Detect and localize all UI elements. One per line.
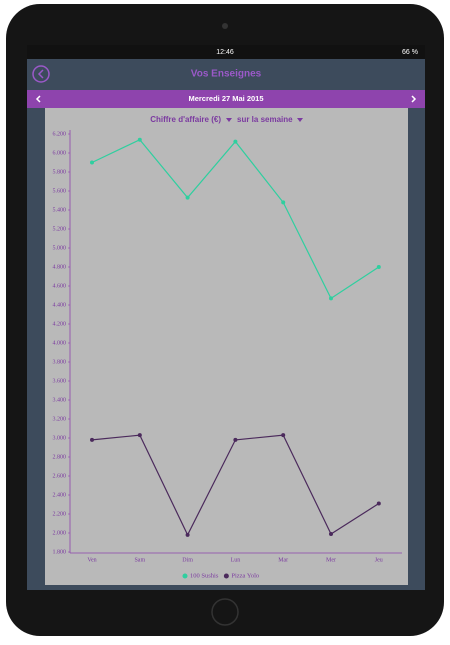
point [137, 433, 142, 438]
status-bar [27, 45, 425, 59]
point [185, 532, 190, 537]
status-battery: 66 % [402, 49, 418, 56]
y-tick-label: 1.800 [53, 549, 67, 555]
caret [226, 118, 232, 122]
back-icon [37, 69, 44, 79]
y-tick-label: 5.800 [53, 169, 67, 175]
point [137, 137, 142, 142]
legend-swatch [182, 573, 188, 579]
status-time: 12:46 [216, 49, 234, 56]
y-tick-label: 3.000 [53, 435, 67, 441]
camera [222, 23, 228, 29]
y-tick-label: 3.200 [53, 416, 67, 422]
metric-dropdown[interactable]: Chiffre d'affaire (€) [150, 115, 221, 124]
y-tick-label: 4.600 [53, 283, 67, 289]
point [233, 437, 238, 442]
y-tick-label: 4.000 [53, 340, 67, 346]
x-tick-label: Dim [182, 557, 193, 563]
legend-label: 100 Sushis [190, 572, 219, 579]
y-tick-label: 2.800 [53, 454, 67, 460]
point [185, 195, 190, 200]
point [329, 531, 333, 536]
caret [297, 118, 303, 122]
date-bar [27, 90, 425, 108]
date-label: Mercredi 27 Mai 2015 [188, 94, 263, 103]
x-tick-label: Jeu [375, 557, 383, 563]
header-title: Vos Enseignes [191, 69, 262, 80]
y-tick-label: 5.000 [53, 245, 67, 251]
x-tick-label: Sam [134, 557, 145, 563]
y-tick-label: 6.200 [53, 131, 67, 137]
y-tick-label: 3.600 [53, 378, 67, 384]
point [376, 265, 381, 269]
content [45, 108, 408, 585]
point [281, 433, 286, 438]
y-tick-label: 4.800 [53, 264, 67, 270]
y-tick-label: 2.200 [53, 511, 67, 517]
point [90, 160, 94, 165]
point [329, 296, 333, 301]
point [376, 501, 381, 506]
point [90, 437, 94, 442]
header [27, 59, 425, 89]
point [281, 200, 286, 205]
chart: 1.800 2.000 2.200 2.400 2.600 2.800 3.000 3.200… [53, 130, 402, 579]
x-tick-label: Mer [326, 557, 336, 563]
y-tick-label: 5.400 [53, 207, 67, 213]
y-tick-label: 3.800 [53, 359, 67, 365]
y-tick-label: 6.000 [53, 150, 67, 156]
x-tick-label: Ven [87, 557, 96, 563]
legend-swatch [223, 573, 229, 579]
y-tick-label: 2.600 [53, 473, 67, 479]
y-tick-label: 4.200 [53, 321, 67, 327]
next-day[interactable] [411, 95, 417, 103]
prev-day[interactable] [35, 95, 41, 103]
y-tick-label: 2.400 [53, 492, 67, 498]
x-tick-label: Lun [231, 557, 241, 563]
period-dropdown[interactable]: sur la semaine [237, 115, 293, 124]
y-tick-label: 5.600 [53, 188, 67, 194]
y-tick-label: 5.200 [53, 226, 67, 232]
y-tick-label: 2.000 [53, 530, 67, 536]
home-button[interactable] [211, 598, 239, 626]
y-tick-label: 4.400 [53, 302, 67, 308]
back-button[interactable] [32, 65, 50, 83]
x-tick-label: Mar [278, 557, 288, 563]
point [233, 139, 238, 144]
legend-label: Pizza Yolo [231, 572, 259, 579]
y-tick-label: 3.400 [53, 397, 67, 403]
